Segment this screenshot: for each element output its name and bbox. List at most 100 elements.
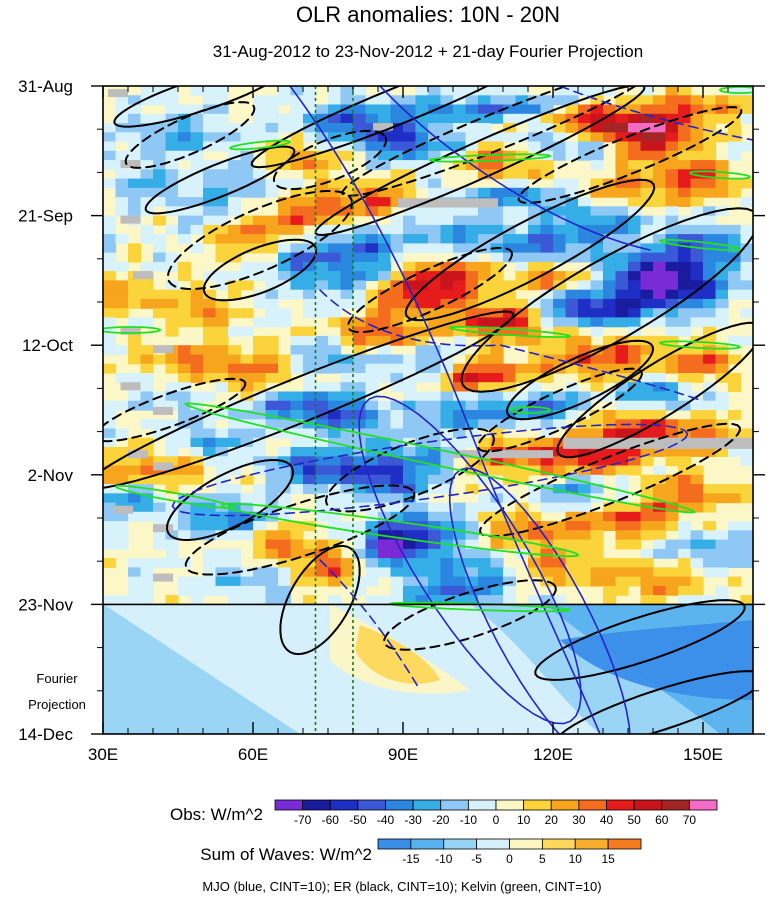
obs-cell — [678, 252, 692, 263]
obs-cell — [128, 317, 142, 328]
obs-cell — [128, 493, 142, 504]
kelvin-contour-1 — [229, 139, 291, 151]
obs-cell — [340, 410, 354, 420]
obs-cell — [515, 86, 529, 96]
obs-cell — [115, 373, 129, 383]
obs-cell — [253, 234, 267, 244]
obs-cell — [540, 298, 554, 309]
obs-cell — [378, 178, 392, 189]
obs-cell — [440, 326, 454, 337]
obs-cell — [540, 437, 554, 448]
obs-cell — [265, 539, 279, 550]
obs-cell — [490, 86, 504, 96]
obs-cell — [240, 502, 254, 513]
obs-cell — [415, 335, 429, 346]
obs-cell — [578, 576, 592, 587]
obs-cell — [490, 558, 504, 568]
obs-cell — [315, 289, 329, 300]
obs-cell — [540, 567, 554, 578]
obs-cell — [490, 252, 504, 263]
obs-cell — [403, 474, 417, 485]
mjo-contour-solid-1 — [379, 86, 651, 251]
obs-cell — [415, 86, 429, 96]
obs-cell — [628, 539, 642, 550]
obs-cell — [640, 104, 654, 115]
y-tick-label: 2-Nov — [28, 466, 74, 485]
obs-cell — [190, 437, 204, 448]
obs-cell — [103, 419, 117, 430]
colorbar-swatch — [443, 838, 478, 850]
obs-cell — [315, 215, 329, 226]
obs-cell — [415, 123, 429, 133]
obs-cell — [228, 326, 242, 337]
obs-cell — [653, 280, 667, 291]
obs-cell — [265, 567, 279, 578]
obs-cell — [203, 363, 217, 374]
obs-cell — [715, 206, 729, 217]
obs-cell — [253, 493, 267, 504]
obs-cell — [140, 363, 154, 374]
obs-cell — [303, 428, 317, 439]
obs-cell — [278, 474, 292, 485]
obs-cell — [603, 521, 617, 531]
obs-cell — [653, 530, 667, 541]
obs-cell — [540, 197, 554, 207]
obs-cell — [403, 502, 417, 513]
obs-cell — [628, 373, 642, 383]
er-contour-dashed-11 — [383, 579, 557, 651]
obs-cell — [228, 363, 242, 374]
obs-cell — [415, 141, 429, 152]
obs-cell — [290, 95, 304, 106]
obs-cell — [153, 123, 167, 133]
obs-cell — [465, 456, 479, 467]
obs-cell — [178, 178, 192, 189]
obs-cell — [190, 428, 204, 439]
obs-cell — [503, 178, 517, 189]
obs-cell — [540, 484, 554, 494]
obs-cell — [415, 150, 429, 161]
obs-cell — [290, 150, 304, 161]
obs-cell — [628, 215, 642, 226]
obs-cell — [690, 95, 704, 106]
obs-cell — [403, 160, 417, 170]
obs-cell — [615, 521, 629, 531]
obs-cell — [165, 363, 179, 374]
obs-cell — [528, 373, 542, 383]
obs-cell — [453, 363, 467, 374]
obs-cell — [290, 400, 304, 411]
obs-cell — [540, 419, 554, 430]
obs-cell — [128, 178, 142, 189]
obs-cell — [503, 280, 517, 291]
obs-cell — [315, 502, 329, 513]
obs-cell — [690, 206, 704, 217]
obs-cell — [240, 382, 254, 393]
obs-cell — [615, 280, 629, 291]
obs-cell — [253, 373, 267, 383]
obs-cell — [403, 465, 417, 476]
obs-cell — [190, 493, 204, 504]
obs-cell — [490, 576, 504, 587]
obs-cell — [503, 373, 517, 383]
obs-cell — [165, 419, 179, 430]
obs-cell — [203, 326, 217, 337]
obs-cell — [478, 141, 492, 152]
obs-cell — [328, 317, 342, 328]
colorbar-label: 70 — [683, 813, 697, 827]
obs-cell — [215, 206, 229, 217]
colorbar-swatch — [523, 799, 552, 811]
obs-cell — [453, 345, 467, 356]
obs-cell — [728, 150, 742, 161]
obs-cell — [440, 298, 454, 309]
obs-cell — [365, 511, 379, 522]
obs-cell — [578, 428, 592, 439]
obs-cell — [403, 335, 417, 346]
obs-cell — [703, 317, 717, 328]
obs-cell — [240, 160, 254, 170]
obs-cell — [115, 169, 129, 180]
obs-cell — [378, 363, 392, 374]
obs-cell — [515, 150, 529, 161]
obs-cell — [103, 456, 117, 467]
obs-cell — [415, 391, 429, 402]
obs-cell — [515, 243, 529, 254]
obs-cell — [203, 493, 217, 504]
